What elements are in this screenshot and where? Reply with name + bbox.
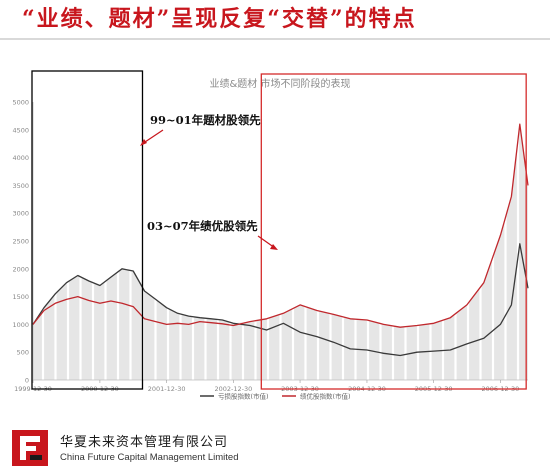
line-chart: 0 500 1000 1500 2000 2500 3000 3500 4000 4500 5000… xyxy=(12,70,529,401)
x-tick-label: 2002-12-30 xyxy=(214,385,252,393)
series-lines xyxy=(32,123,529,357)
period-2-annotation: 03~07年绩优股领先 xyxy=(147,219,258,233)
y-axis: 0 500 1000 1500 2000 2500 3000 3500 4000 4500 5000 xyxy=(12,99,29,385)
chart-legend: 亏损股指数(市值) 绩优股指数(市值) xyxy=(200,392,351,401)
company-name-en: China Future Capital Management Limited xyxy=(60,452,239,463)
y-tick-label: 1000 xyxy=(12,321,29,329)
y-tick-label: 1500 xyxy=(12,293,29,301)
period-2-highlight-frame xyxy=(260,73,527,390)
envelope-fill xyxy=(33,124,528,380)
slide-title: “业绩、题材”呈现反复“交替”的特点 xyxy=(22,6,417,32)
quality-stock-line xyxy=(32,123,529,328)
y-tick-label: 2000 xyxy=(12,265,29,273)
y-tick-label: 3000 xyxy=(12,210,29,218)
y-tick-label: 0 xyxy=(25,377,29,385)
chart-fill-area xyxy=(33,102,528,380)
legend-label: 绩优股指数(市值) xyxy=(300,392,351,401)
x-tick-label: 2001-12-30 xyxy=(148,385,186,393)
title-divider xyxy=(0,38,550,40)
period-1-highlight-frame xyxy=(31,70,144,390)
y-tick-label: 500 xyxy=(17,349,29,357)
theme-stock-line xyxy=(32,243,529,357)
legend-label: 亏损股指数(市值) xyxy=(218,392,269,401)
company-logo xyxy=(12,430,48,466)
y-tick-label: 2500 xyxy=(12,238,29,246)
period-1-annotation: 99~01年题材股领先 xyxy=(150,113,261,127)
period-2-arrowhead xyxy=(270,244,278,250)
x-axis: 1999-12-30 2000-12-30 2001-12-30 2002-12-30… xyxy=(14,380,519,393)
period-1-arrowhead xyxy=(140,139,147,146)
y-tick-label: 3500 xyxy=(12,182,29,190)
y-tick-label: 4500 xyxy=(12,126,29,134)
company-name-cn: 华夏未来资本管理有限公司 xyxy=(60,435,229,450)
chart-title: 业绩&题材 市场不同阶段的表现 xyxy=(210,77,351,90)
y-tick-label: 4000 xyxy=(12,154,29,162)
y-tick-label: 5000 xyxy=(12,99,29,107)
